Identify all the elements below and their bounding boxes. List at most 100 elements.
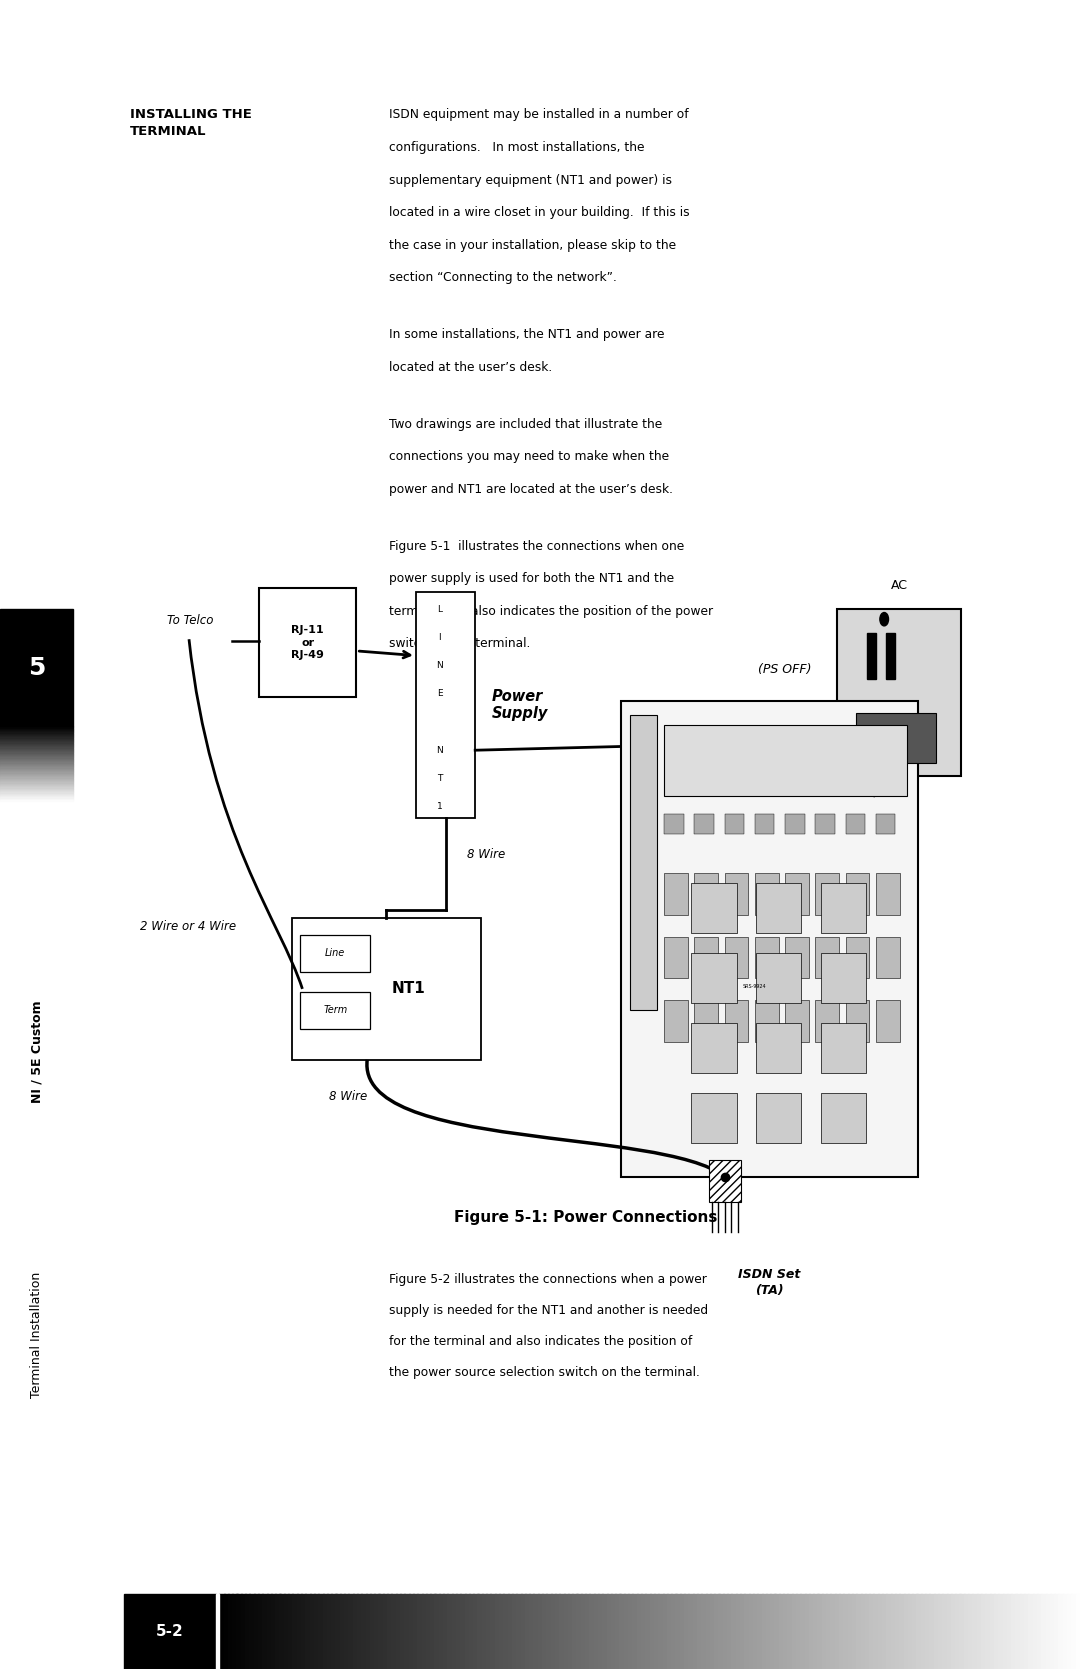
Bar: [770, 1594, 775, 1669]
Bar: [499, 1594, 504, 1669]
Bar: [630, 716, 657, 1010]
Bar: [447, 1594, 453, 1669]
Bar: [237, 1594, 242, 1669]
Text: the case in your installation, please skip to the: the case in your installation, please sk…: [389, 239, 676, 252]
Bar: [443, 1594, 448, 1669]
Bar: [809, 1594, 814, 1669]
Bar: [785, 1000, 809, 1041]
Bar: [477, 1594, 483, 1669]
Bar: [124, 1594, 216, 1669]
Bar: [779, 1594, 784, 1669]
Bar: [855, 713, 936, 763]
Bar: [688, 1594, 693, 1669]
Bar: [607, 1594, 612, 1669]
Bar: [694, 1000, 718, 1041]
Bar: [512, 1594, 517, 1669]
Bar: [921, 1594, 927, 1669]
Bar: [821, 953, 866, 1003]
Bar: [976, 1594, 982, 1669]
Bar: [542, 1594, 548, 1669]
Bar: [731, 1594, 737, 1669]
Bar: [755, 873, 779, 915]
Bar: [664, 873, 688, 915]
Bar: [521, 1594, 526, 1669]
Bar: [357, 1594, 363, 1669]
Bar: [319, 1594, 324, 1669]
Bar: [985, 1594, 990, 1669]
Bar: [258, 1594, 264, 1669]
Bar: [621, 701, 918, 1177]
Bar: [300, 991, 370, 1028]
Bar: [755, 814, 774, 834]
Text: the power source selection switch on the terminal.: the power source selection switch on the…: [389, 1365, 700, 1379]
Bar: [865, 1594, 870, 1669]
Bar: [744, 1594, 750, 1669]
Bar: [413, 1594, 418, 1669]
Bar: [1024, 1594, 1029, 1669]
Bar: [882, 1594, 888, 1669]
Bar: [826, 1594, 832, 1669]
Bar: [815, 814, 835, 834]
Bar: [796, 1594, 801, 1669]
Bar: [692, 1594, 698, 1669]
Bar: [473, 1594, 478, 1669]
Text: Power
Supply: Power Supply: [491, 689, 548, 721]
Bar: [675, 1594, 680, 1669]
Bar: [568, 1594, 573, 1669]
Circle shape: [880, 613, 889, 626]
Text: 5: 5: [28, 656, 45, 679]
Bar: [345, 1594, 350, 1669]
Bar: [219, 1594, 225, 1669]
Bar: [387, 1594, 392, 1669]
Bar: [856, 1594, 862, 1669]
Bar: [0, 609, 73, 726]
Bar: [785, 814, 805, 834]
Text: 8 Wire: 8 Wire: [329, 1090, 367, 1103]
Bar: [887, 1594, 892, 1669]
Bar: [913, 1594, 918, 1669]
Bar: [284, 1594, 289, 1669]
Bar: [848, 1594, 853, 1669]
Bar: [861, 1594, 866, 1669]
Bar: [666, 1594, 672, 1669]
Bar: [756, 953, 801, 1003]
Bar: [369, 1594, 375, 1669]
Bar: [755, 936, 779, 978]
Bar: [456, 1594, 461, 1669]
Bar: [822, 1594, 827, 1669]
Bar: [664, 1000, 688, 1041]
Bar: [653, 1594, 659, 1669]
Text: power supply is used for both the NT1 and the: power supply is used for both the NT1 an…: [389, 572, 674, 586]
Text: In some installations, the NT1 and power are: In some installations, the NT1 and power…: [389, 329, 664, 340]
Bar: [529, 1594, 535, 1669]
Bar: [438, 1594, 444, 1669]
Bar: [710, 1594, 715, 1669]
Bar: [846, 873, 869, 915]
Bar: [887, 633, 895, 679]
Bar: [876, 873, 900, 915]
Bar: [336, 1594, 341, 1669]
Bar: [930, 1594, 935, 1669]
Bar: [761, 1594, 767, 1669]
Bar: [391, 1594, 396, 1669]
Bar: [874, 1594, 879, 1669]
Text: for the terminal and also indicates the position of: for the terminal and also indicates the …: [389, 1335, 692, 1349]
Bar: [908, 1594, 914, 1669]
Bar: [740, 1594, 745, 1669]
Bar: [259, 589, 356, 698]
Bar: [900, 1594, 905, 1669]
Bar: [694, 936, 718, 978]
Bar: [972, 1594, 977, 1669]
Bar: [691, 1093, 737, 1143]
Bar: [691, 1023, 737, 1073]
Text: N: N: [436, 746, 443, 754]
Bar: [646, 1594, 650, 1669]
Bar: [538, 1594, 543, 1669]
Text: 2 Wire or 4 Wire: 2 Wire or 4 Wire: [140, 920, 237, 933]
Text: 8 Wire: 8 Wire: [468, 848, 505, 861]
Bar: [671, 1594, 676, 1669]
Text: ISDN Set
(TA): ISDN Set (TA): [739, 1268, 800, 1297]
Bar: [876, 1000, 900, 1041]
Bar: [1067, 1594, 1072, 1669]
Bar: [249, 1594, 255, 1669]
